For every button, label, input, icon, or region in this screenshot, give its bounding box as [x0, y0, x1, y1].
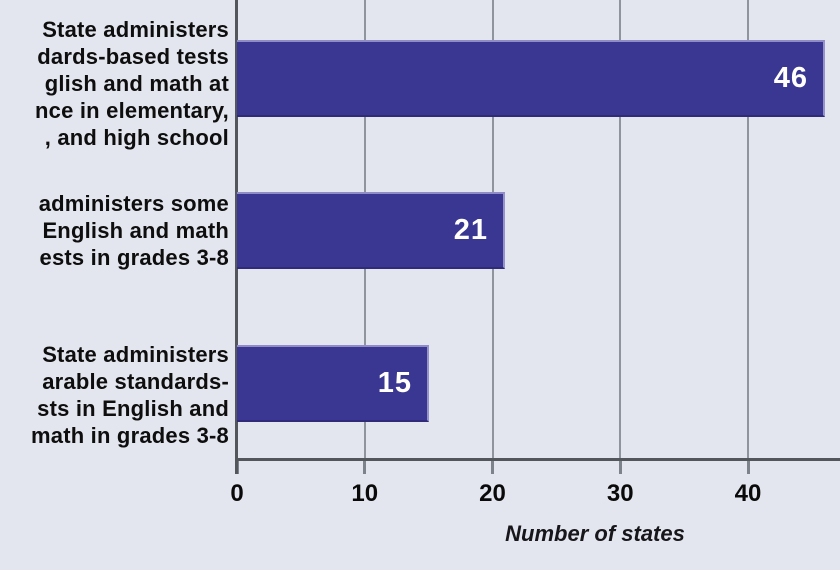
gridline-30 [619, 0, 622, 458]
bar-value-1: 46 [773, 62, 808, 94]
x-axis-title: Number of states [505, 521, 685, 546]
tick-mark-40 [746, 461, 750, 474]
bar-row-3: 15 [237, 345, 429, 422]
tick-mark-30 [618, 461, 622, 474]
x-axis-line [235, 458, 840, 461]
tick-label-10: 10 [351, 480, 379, 507]
category-label-3: State administers arable standards- sts … [31, 342, 229, 448]
category-label-1: State administers dards-based tests glis… [35, 17, 229, 150]
bar-row-1: 46 [237, 40, 825, 117]
tick-label-30: 30 [606, 480, 634, 507]
tick-mark-10 [363, 461, 367, 474]
category-label-2: administers some English and math ests i… [38, 191, 229, 270]
tick-mark-20 [491, 461, 494, 474]
tick-label-0: 0 [230, 480, 244, 507]
bar-value-2: 21 [453, 214, 488, 246]
y-axis-line [235, 0, 238, 474]
bar-value-3: 15 [377, 367, 412, 399]
bar-row-2: 21 [237, 192, 505, 269]
tick-label-40: 40 [734, 480, 762, 507]
tick-label-20: 20 [479, 480, 506, 507]
gridline-40 [747, 0, 750, 458]
